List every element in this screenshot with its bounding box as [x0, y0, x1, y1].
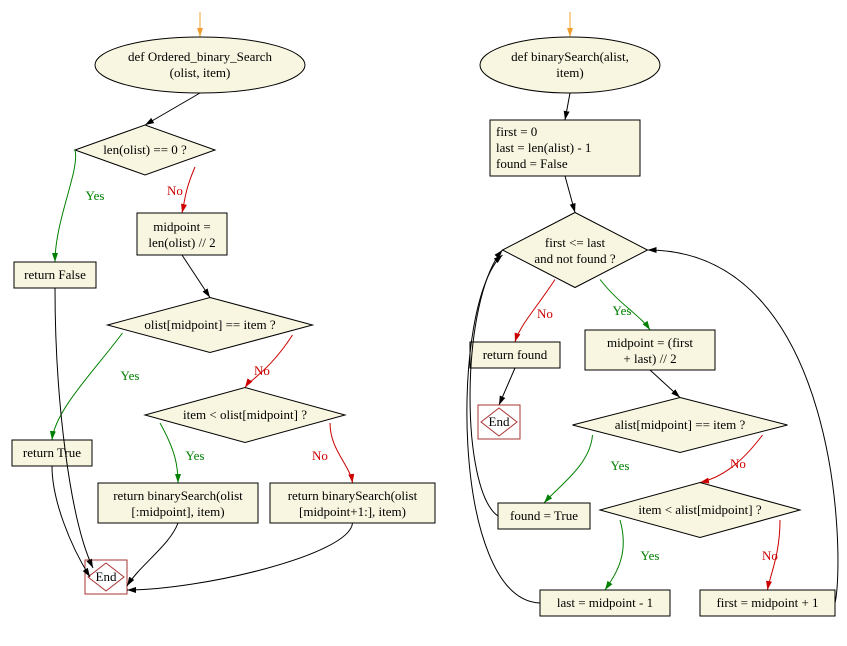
svg-text:midpoint = (first: midpoint = (first — [607, 335, 693, 350]
edge-yes — [605, 520, 623, 590]
edge — [182, 255, 210, 298]
svg-text:first = 0: first = 0 — [496, 124, 537, 139]
edge-no — [245, 335, 293, 388]
svg-text:last = midpoint - 1: last = midpoint - 1 — [557, 595, 653, 610]
svg-text:Yes: Yes — [121, 368, 140, 383]
edge — [650, 370, 680, 398]
svg-text:found = True: found = True — [510, 508, 578, 523]
svg-text:and not found ?: and not found ? — [534, 251, 615, 266]
svg-text:return binarySearch(olist: return binarySearch(olist — [288, 488, 418, 503]
svg-text:def Ordered_binary_Search: def Ordered_binary_Search — [128, 49, 273, 64]
svg-text:(olist, item): (olist, item) — [170, 65, 231, 80]
svg-text:return binarySearch(olist: return binarySearch(olist — [113, 488, 243, 503]
svg-text:Yes: Yes — [613, 303, 632, 318]
edge-no — [330, 423, 353, 483]
svg-text:No: No — [537, 306, 553, 321]
edge — [52, 466, 90, 577]
svg-text:item): item) — [556, 65, 583, 80]
svg-text:def binarySearch(alist,: def binarySearch(alist, — [511, 49, 629, 64]
edge-no — [182, 167, 195, 213]
svg-text:No: No — [254, 363, 270, 378]
svg-text:item < alist[midpoint] ?: item < alist[midpoint] ? — [638, 502, 761, 517]
edge-yes — [52, 333, 123, 440]
svg-text:midpoint =: midpoint = — [153, 219, 211, 234]
svg-text:last = len(alist) - 1: last = len(alist) - 1 — [496, 140, 591, 155]
svg-text:len(olist) == 0 ?: len(olist) == 0 ? — [103, 142, 187, 157]
svg-text:End: End — [96, 569, 117, 584]
edge — [145, 93, 200, 125]
svg-text:End: End — [489, 414, 510, 429]
edge-loop — [470, 250, 502, 516]
svg-text:+ last) // 2: + last) // 2 — [623, 351, 676, 366]
svg-text:first = midpoint + 1: first = midpoint + 1 — [716, 595, 818, 610]
edge-yes — [544, 435, 593, 503]
decision-loop — [503, 213, 648, 288]
svg-text:Yes: Yes — [641, 548, 660, 563]
svg-text:[:midpoint], item): [:midpoint], item) — [131, 504, 224, 519]
svg-text:olist[midpoint] == item ?: olist[midpoint] == item ? — [144, 317, 276, 332]
edge-yes — [55, 150, 76, 262]
edge-yes — [160, 423, 178, 483]
svg-text:return found: return found — [483, 347, 548, 362]
edge — [565, 176, 575, 213]
edge — [499, 368, 515, 405]
svg-text:Yes: Yes — [611, 458, 630, 473]
svg-text:Yes: Yes — [86, 188, 105, 203]
svg-text:len(olist) // 2: len(olist) // 2 — [148, 235, 215, 250]
svg-text:No: No — [167, 183, 183, 198]
edge — [127, 523, 353, 590]
svg-text:No: No — [312, 448, 328, 463]
svg-text:No: No — [762, 548, 778, 563]
svg-text:return False: return False — [24, 267, 86, 282]
edge — [127, 523, 178, 586]
svg-text:[midpoint+1:], item): [midpoint+1:], item) — [299, 504, 406, 519]
svg-text:first <= last: first <= last — [545, 235, 606, 250]
svg-text:found = False: found = False — [496, 156, 568, 171]
svg-text:No: No — [730, 456, 746, 471]
svg-text:return True: return True — [23, 445, 81, 460]
svg-text:alist[midpoint] == item ?: alist[midpoint] == item ? — [615, 417, 746, 432]
svg-text:item < olist[midpoint] ?: item < olist[midpoint] ? — [183, 407, 307, 422]
edge — [55, 288, 93, 568]
svg-text:Yes: Yes — [186, 448, 205, 463]
edge — [565, 93, 570, 120]
